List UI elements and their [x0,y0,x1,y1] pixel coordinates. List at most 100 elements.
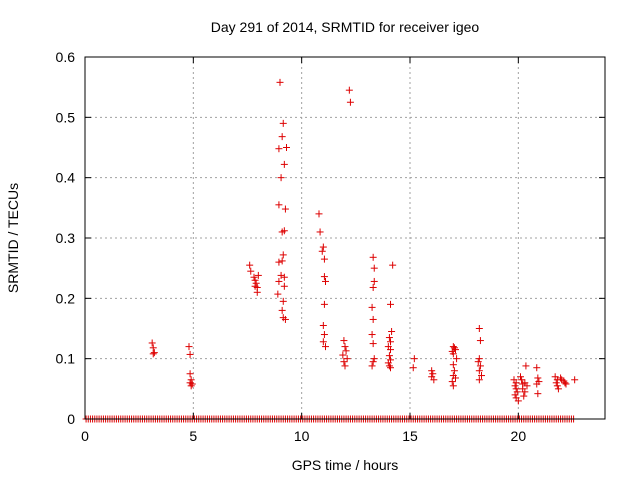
data-point [341,362,349,370]
y-tick-label: 0.2 [56,290,76,306]
data-point [149,350,157,358]
data-point [518,376,526,384]
data-point [251,276,259,284]
data-point [369,283,377,291]
data-point [322,277,329,285]
x-tick-label: 10 [294,428,310,444]
data-point [561,379,569,387]
data-point [476,337,484,345]
data-point [280,282,288,290]
data-point [370,264,378,272]
data-point [449,382,457,390]
y-tick-label: 0.5 [56,109,76,125]
data-point [275,145,283,153]
data-point [388,328,396,336]
data-point [320,331,328,339]
data-point [514,397,522,405]
x-tick-label: 5 [189,428,197,444]
data-point [534,390,542,398]
data-point [187,376,195,384]
data-point [283,144,290,151]
grid-lines [85,57,605,419]
data-point [557,374,565,382]
data-point [370,277,378,285]
data-point [448,378,456,386]
data-point [511,391,519,399]
y-tick-label: 0.6 [56,49,76,65]
y-tick-label: 0.3 [56,230,76,246]
data-point [280,160,288,168]
data-point [253,288,261,296]
data-point [430,376,438,384]
data-point [475,367,483,375]
x-axis-label: GPS time / hours [292,457,399,473]
data-point [452,374,459,382]
data-point [475,376,483,384]
data-point [553,382,561,390]
y-axis-label: SRMTID / TECUs [5,183,21,293]
data-point [277,271,285,279]
data-point [384,359,392,367]
y-tick-label: 0 [67,411,75,427]
data-point [369,315,377,323]
data-point [387,338,394,346]
data-point [368,362,376,370]
data-point [387,346,394,354]
data-point [148,339,156,347]
data-point [571,376,579,384]
data-point [247,267,255,275]
x-tick-label: 0 [81,428,89,444]
data-point [276,78,284,86]
data-point [316,228,324,236]
data-points [82,78,579,423]
data-point [318,247,326,255]
data-point [340,337,348,345]
data-point [275,258,283,266]
data-point [429,370,437,378]
data-point [281,315,289,323]
data-point [277,174,285,182]
data-point [319,243,327,251]
data-point [320,255,328,263]
data-point [368,303,376,311]
data-point [453,355,461,363]
data-point [345,86,353,94]
data-point [185,343,193,351]
data-point [280,273,288,281]
data-point [562,380,570,388]
data-point [475,325,483,332]
data-point [409,364,417,372]
data-point [281,205,289,213]
data-point [343,355,351,363]
data-point [319,321,327,329]
data-point [279,297,287,305]
data-point [278,257,286,265]
data-point [452,346,459,354]
data-point [534,374,542,382]
data-point [278,306,286,314]
x-tick-label: 20 [511,428,527,444]
data-point [342,347,350,355]
data-point [188,380,196,388]
data-point [279,251,287,259]
x-tick-label: 15 [402,428,418,444]
data-point [186,350,194,358]
data-point [186,370,194,378]
data-point [520,392,528,400]
data-point [254,271,262,279]
data-point [319,338,327,346]
data-point [449,361,457,369]
data-point [450,367,458,375]
data-point [523,382,531,390]
data-point [521,388,529,396]
data-point [275,277,283,285]
data-point [274,290,282,298]
data-point [512,379,520,387]
data-point [278,133,286,141]
data-point [522,362,530,370]
tick-labels: 0 0.1 0.2 0.3 0.4 0.5 0.6 0 5 10 15 20 [56,49,527,444]
data-point [369,340,377,348]
data-point [341,343,349,351]
data-point [474,358,482,366]
